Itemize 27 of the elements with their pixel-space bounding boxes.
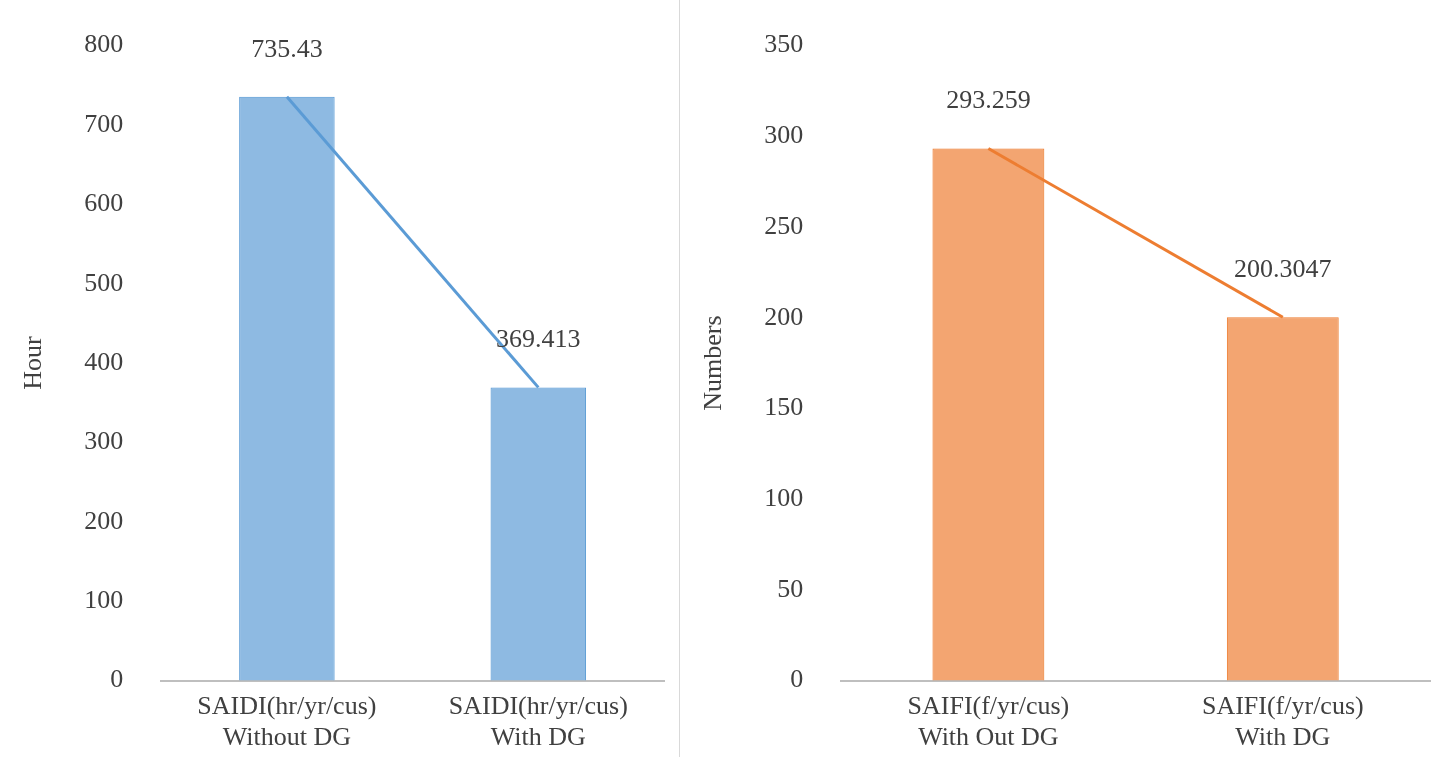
y-tick-label: 500 bbox=[84, 267, 124, 297]
y-tick-label: 600 bbox=[84, 188, 124, 218]
y-tick-label: 350 bbox=[764, 29, 804, 59]
y-tick-label: 100 bbox=[84, 585, 124, 615]
y-tick-label: 800 bbox=[84, 29, 124, 59]
y-axis-title: Numbers bbox=[698, 315, 728, 411]
y-tick-label: 200 bbox=[84, 505, 124, 535]
y-tick-label: 150 bbox=[764, 392, 804, 422]
x-tick-label: SAIDI(hr/yr/cus) Without DG bbox=[197, 691, 377, 752]
y-axis-title: Hour bbox=[18, 336, 48, 390]
y-tick-label: 50 bbox=[777, 573, 804, 603]
y-tick-label: 300 bbox=[84, 426, 124, 456]
data-label: 369.413 bbox=[496, 324, 581, 354]
y-tick-label: 200 bbox=[764, 301, 804, 331]
x-tick-label: SAIFI(f/yr/cus) With DG bbox=[1201, 691, 1364, 752]
y-tick-label: 0 bbox=[110, 664, 124, 694]
y-tick-label: 700 bbox=[84, 108, 124, 138]
y-tick-label: 100 bbox=[764, 483, 804, 512]
data-label: 735.43 bbox=[251, 33, 323, 63]
x-tick-label: SAIFI(f/yr/cus) With Out DG bbox=[907, 691, 1070, 752]
x-tick-label: SAIDI(hr/yr/cus) With DG bbox=[448, 691, 628, 752]
y-tick-label: 0 bbox=[790, 664, 804, 694]
data-label: 200.3047 bbox=[1234, 254, 1332, 284]
y-tick-label: 250 bbox=[764, 210, 804, 240]
y-tick-label: 400 bbox=[84, 346, 124, 376]
y-tick-label: 300 bbox=[764, 120, 804, 150]
data-label: 293.259 bbox=[946, 85, 1031, 115]
